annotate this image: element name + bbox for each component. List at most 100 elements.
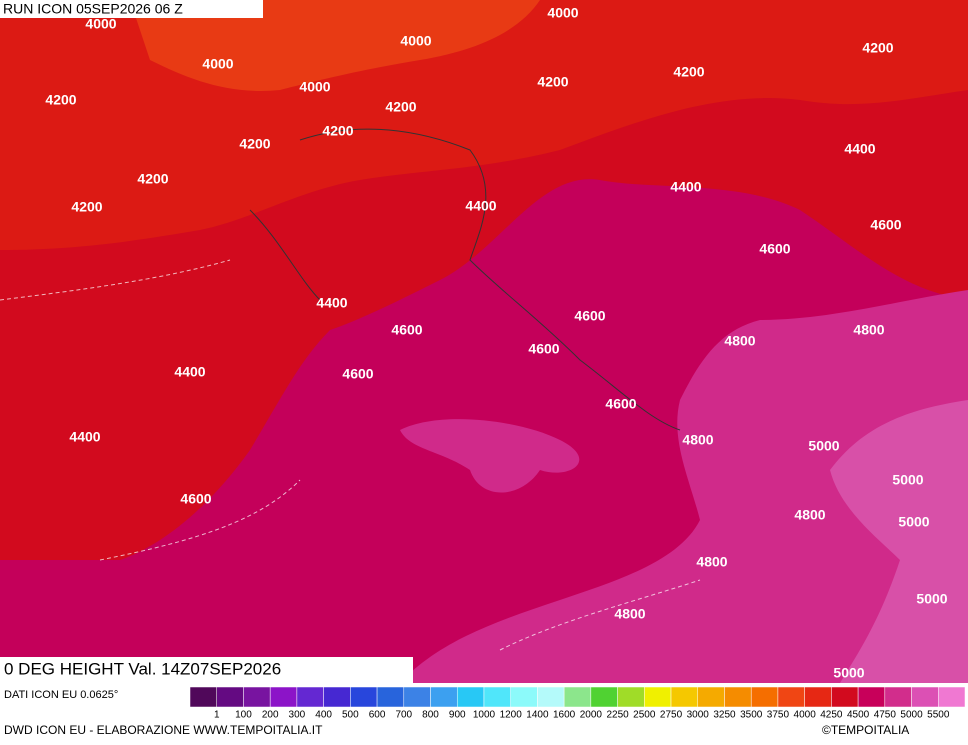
colorbar-cell [563,686,592,708]
colorbar-label: 900 [449,710,466,721]
contour-label: 4200 [322,123,353,139]
colorbar-cell [323,686,351,708]
colorbar-label: 500 [342,710,359,721]
colorbar-cell [243,686,271,708]
colorbar-label: 3000 [687,710,710,721]
contour-label: 4200 [537,74,568,90]
map [0,0,968,683]
contour-label: 4400 [465,198,496,214]
colorbar-cell [376,686,405,708]
contour-label: 4600 [342,366,373,382]
contour-label: 4800 [724,333,755,349]
colorbar-cell [670,686,699,708]
colorbar-label: 3500 [740,710,763,721]
colorbar-cell [617,686,645,708]
contour-label: 4600 [391,322,422,338]
colorbar-label: 700 [395,710,412,721]
colorbar-cell [590,686,618,708]
field-4800 [400,290,968,683]
contour-label: 4800 [696,554,727,570]
colorbar-label: 2250 [606,710,629,721]
colorbar-cell [884,686,912,708]
contour-label: 5000 [808,438,839,454]
contour-label: 5000 [916,591,947,607]
colorbar-label: 200 [262,710,279,721]
coastline [249,128,681,431]
colorbar-cell [510,686,538,708]
copyright: ©TEMPOITALIA [822,723,909,737]
colorbar-cell [644,686,672,708]
colorbar-cell [938,686,966,708]
colorbar-label: 2500 [633,710,656,721]
run-title: RUN ICON 05SEP2026 06 Z [3,1,183,17]
colorbar-label: 100 [235,710,252,721]
contour-label: 4400 [670,179,701,195]
colorbar-cell [724,686,752,708]
colorbar-cell [430,686,458,708]
colorbar-label: 600 [369,710,386,721]
contour-label: 4400 [316,295,347,311]
contour-label: 5000 [892,472,923,488]
contour-line [0,259,701,651]
field-box [0,657,413,683]
colorbar-label: 400 [315,710,332,721]
contour-label: 4200 [45,92,76,108]
colorbar-cell [911,686,939,708]
contour-label: 5000 [898,514,929,530]
colorbar-cell [750,686,779,708]
contour-label: 4600 [574,308,605,324]
colorbar-label: 2000 [580,710,603,721]
colorbar-label: 3750 [767,710,790,721]
colorbar-cell [697,686,725,708]
contour-label: 4000 [299,79,330,95]
colorbar-label: 5500 [927,710,950,721]
colorbar-cell [350,686,378,708]
colorbar-label: 2750 [660,710,683,721]
contour-label: 4200 [862,40,893,56]
colorbar-cell [831,686,859,708]
contour-label: 4800 [614,606,645,622]
colorbar-cell [456,686,485,708]
contour-label: 4400 [69,429,100,445]
contour-label: 4800 [853,322,884,338]
field-title: 0 DEG HEIGHT Val. 14Z07SEP2026 [4,659,281,678]
colorbar-cell [269,686,298,708]
colorbar-label: 1400 [526,710,549,721]
colorbar-cell [403,686,431,708]
colorbar-label: 4500 [847,710,870,721]
contour-label: 4000 [547,5,578,21]
colorbar-cell [296,686,324,708]
contour-label: 4800 [794,507,825,523]
credit: DWD ICON EU - ELABORAZIONE WWW.TEMPOITAL… [4,723,323,737]
contour-label: 4200 [137,171,168,187]
contour-label: 4200 [239,136,270,152]
contour-label: 4000 [400,33,431,49]
contour-label: 4200 [71,199,102,215]
contour-label: 5000 [833,665,864,681]
colorbar-label: 1200 [500,710,523,721]
contour-label: 4600 [605,396,636,412]
colorbar-label: 5000 [900,710,923,721]
contour-label: 4400 [844,141,875,157]
colorbar-cell [857,686,886,708]
contour-labels: 4000 4000 4000 4000 4000 4200 4200 4200 4200 4200… [45,5,947,681]
run-box [0,0,263,18]
source-label: DATI ICON EU 0.0625° [4,689,118,701]
colorbar-cell [537,686,565,708]
field-5000 [830,400,968,683]
colorbar-label: 4000 [794,710,817,721]
contour-label: 4000 [85,16,116,32]
colorbar-label: 3250 [713,710,736,721]
colorbar-label: 4750 [874,710,897,721]
colorbar-label: 1600 [553,710,576,721]
colorbar-cell [189,686,217,708]
contour-label: 4000 [202,56,233,72]
colorbar-label: 300 [289,710,306,721]
colorbar-label: 800 [422,710,439,721]
field-4000 [130,0,540,91]
contour-label: 4800 [682,432,713,448]
colorbar-cell [483,686,511,708]
contour-label: 4400 [174,364,205,380]
contour-label: 4200 [673,64,704,80]
